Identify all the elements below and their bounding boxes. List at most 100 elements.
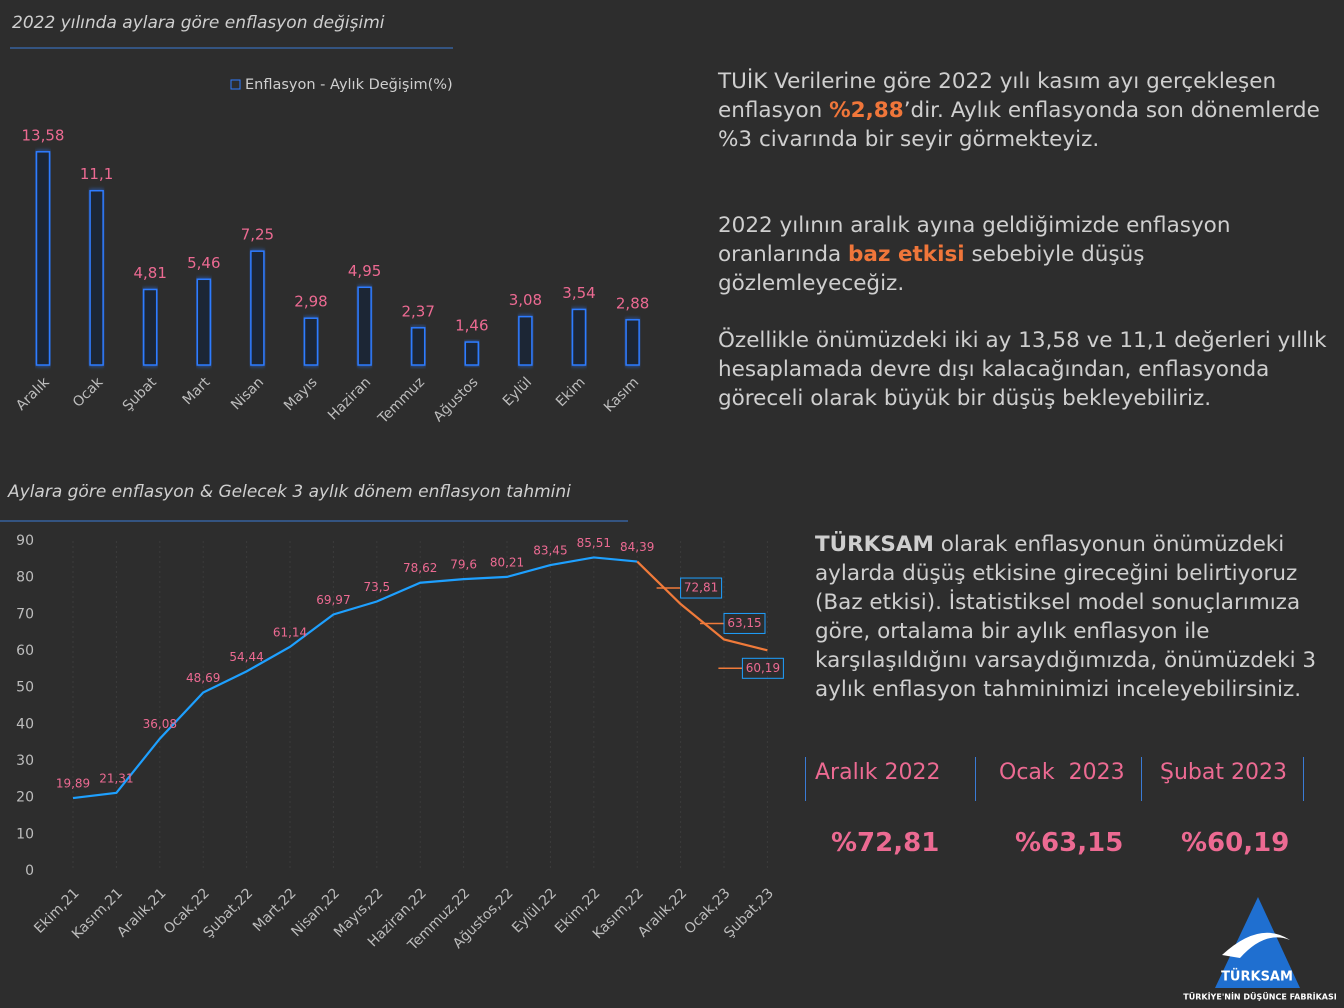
data-label: 4,81 [133,264,166,282]
bar-chart-title: 2022 yılında aylara göre enflasyon değiş… [12,13,385,33]
highlight: %2,88 [829,98,904,123]
text: TUİK Verilerine göre 2022 yılı kasım ayı… [718,69,1277,123]
table-header: Aralık 2022 [815,760,941,785]
y-tick-label: 70 [16,606,34,622]
data-label: 5,46 [187,254,220,272]
table-value: %60,19 [1181,828,1290,858]
bar [625,319,640,366]
y-tick-label: 20 [16,790,34,806]
legend-label: Enflasyon - Aylık Değişim(%) [245,77,453,93]
data-label: 13,58 [22,126,65,144]
logo-tagline: TÜRKİYE'NİN DÜŞÜNCE FABRİKASI [1183,992,1336,1002]
data-label: 85,51 [577,536,611,550]
bar [142,288,158,366]
y-tick-label: 80 [16,570,34,586]
bar [357,286,372,366]
x-tick-label: Nisan [228,374,267,413]
series-line [636,560,768,652]
data-label: 60,19 [746,661,780,675]
x-tick-label: Eylül,22 [509,885,560,936]
bar [35,151,51,366]
x-tick-label: Aralık [13,374,53,414]
separator [805,757,806,801]
x-tick-label: Temmuz [375,374,428,427]
data-label: 2,37 [401,302,434,320]
data-label: 69,97 [316,593,350,607]
data-label: 4,95 [348,262,381,280]
data-label: 3,08 [509,291,542,309]
bar [303,317,319,366]
separator [1141,757,1142,801]
data-label: 83,45 [533,544,567,558]
paragraph: TÜRKSAM olarak enflasyonun önümüzdeki ay… [815,530,1330,704]
data-label: 21,31 [99,771,133,785]
text: sebebiyle düşüş gözlemleyeceğiz. [718,242,1145,296]
y-tick-label: 10 [16,826,34,842]
bar [89,189,104,366]
text: olarak enflasyonun önümüzdeki aylarda dü… [815,532,1317,702]
x-tick-label: Mart [180,374,214,408]
data-label: 11,1 [80,165,113,183]
data-label: 3,54 [562,284,595,302]
bar [464,341,480,366]
data-label: 73,5 [363,580,390,594]
data-label: 78,62 [403,561,437,575]
data-label: 2,88 [616,294,649,312]
paragraph: Özellikle önümüzdeki iki ay 13,58 ve 11,… [718,328,1327,411]
series-line [72,556,638,800]
data-label: 80,21 [490,555,524,569]
x-tick-label: Mayıs [281,374,321,414]
data-label: 48,69 [186,671,220,685]
legend-swatch [230,79,241,90]
separator [1303,757,1304,801]
table-header: Ocak 2023 [999,760,1125,785]
label-box [741,657,784,679]
label-box [680,577,723,599]
data-label: 7,25 [241,226,274,244]
highlight: TÜRKSAM [815,532,934,557]
logo-name: TÜRKSAM [1221,969,1293,985]
x-tick-label: Ağustos [431,374,482,425]
y-tick-label: 60 [16,643,34,659]
table-header: Şubat 2023 [1160,760,1287,785]
text: ’dir. Aylık enflasyonda son dönemlerde %… [718,98,1320,152]
bar [410,327,426,366]
x-tick-label: Şubat [120,374,160,414]
data-label: 72,81 [684,581,718,595]
table-value: %72,81 [831,828,940,858]
y-tick-label: 40 [16,716,34,732]
y-tick-label: 90 [16,533,34,549]
bar [571,308,587,366]
x-tick-label: Ekim [553,374,589,410]
data-label: 2,98 [294,293,327,311]
highlight: baz etkisi [848,242,965,267]
data-label: 84,39 [620,540,654,554]
separator [975,757,976,801]
y-tick-label: 0 [25,863,34,879]
x-tick-label: Haziran [325,374,374,423]
x-tick-label: Kasım [601,374,642,415]
bar [518,315,533,366]
data-label: 54,44 [229,650,263,664]
data-label: 63,15 [727,616,761,630]
data-label: 36,08 [143,717,177,731]
x-tick-label: Eylül [500,374,535,409]
bar [196,278,212,366]
text: 2022 yılının aralık ayına geldiğimizde e… [718,213,1231,267]
data-label: 61,14 [273,625,307,639]
logo-swoosh [1222,932,1290,958]
label-box [723,612,766,634]
line-chart-title: Aylara göre enflasyon & Gelecek 3 aylık … [7,482,571,502]
y-tick-label: 30 [16,753,34,769]
data-label: 79,6 [450,558,477,572]
table-value: %63,15 [1015,828,1124,858]
x-tick-label: Ocak [70,374,107,411]
bar [250,250,265,366]
y-tick-label: 50 [16,680,34,696]
data-label: 1,46 [455,317,488,335]
data-label: 19,89 [56,777,90,791]
paragraph: 2022 yılının aralık ayına geldiğimizde e… [718,211,1278,298]
paragraph: TUİK Verilerine göre 2022 yılı kasım ayı… [718,67,1338,154]
